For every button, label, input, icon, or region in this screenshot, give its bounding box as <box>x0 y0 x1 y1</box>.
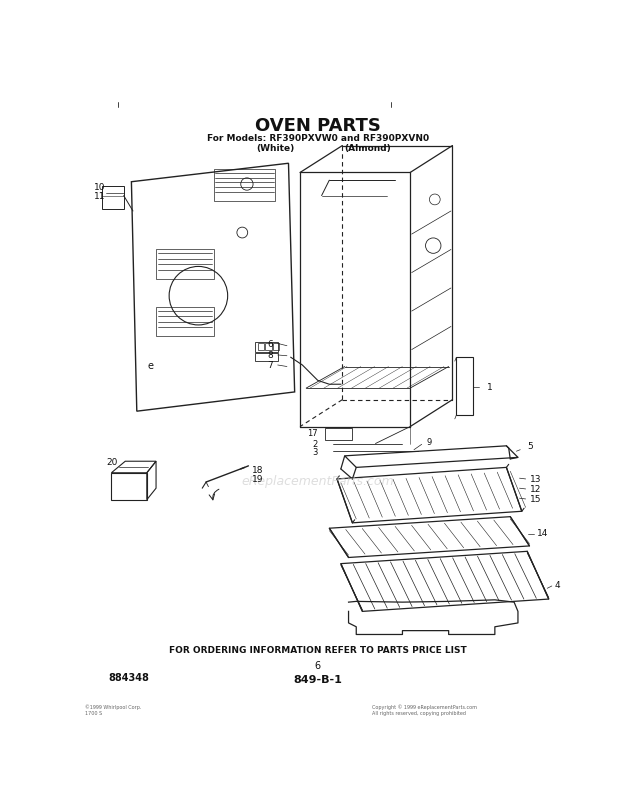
Text: FOR ORDERING INFORMATION REFER TO PARTS PRICE LIST: FOR ORDERING INFORMATION REFER TO PARTS … <box>169 646 467 654</box>
Text: 8: 8 <box>268 351 273 360</box>
Text: ©1999 Whirlpool Corp.
1700 S: ©1999 Whirlpool Corp. 1700 S <box>85 704 141 715</box>
Text: 6: 6 <box>315 660 321 671</box>
Text: (Almond): (Almond) <box>345 145 391 153</box>
Text: 5: 5 <box>527 442 533 450</box>
Text: Copyright © 1999 eReplacementParts.com
All rights reserved, copying prohibited: Copyright © 1999 eReplacementParts.com A… <box>371 704 477 715</box>
Text: 3: 3 <box>312 447 317 456</box>
Text: 4: 4 <box>555 581 560 589</box>
Text: (White): (White) <box>256 145 294 153</box>
Text: 7: 7 <box>268 361 273 370</box>
Text: 18: 18 <box>252 466 264 475</box>
Text: 884348: 884348 <box>108 672 149 682</box>
Text: 6: 6 <box>268 340 273 349</box>
Text: 1: 1 <box>487 382 493 392</box>
Text: 20: 20 <box>106 457 117 467</box>
Text: 13: 13 <box>529 475 541 484</box>
Text: 12: 12 <box>529 485 541 494</box>
Text: 2: 2 <box>312 439 317 448</box>
Text: e: e <box>148 361 154 370</box>
Text: 11: 11 <box>94 192 106 201</box>
Text: For Models: RF390PXVW0 and RF390PXVN0: For Models: RF390PXVW0 and RF390PXVN0 <box>206 134 429 143</box>
Text: 10: 10 <box>94 182 106 192</box>
Text: 14: 14 <box>537 528 549 537</box>
Text: OVEN PARTS: OVEN PARTS <box>255 116 381 135</box>
Text: 17: 17 <box>307 429 317 438</box>
Text: 849-B-1: 849-B-1 <box>293 675 342 684</box>
Text: 9: 9 <box>427 438 432 447</box>
Text: 19: 19 <box>252 475 264 484</box>
Text: eReplacementParts.com: eReplacementParts.com <box>241 475 394 487</box>
Text: 15: 15 <box>529 495 541 503</box>
